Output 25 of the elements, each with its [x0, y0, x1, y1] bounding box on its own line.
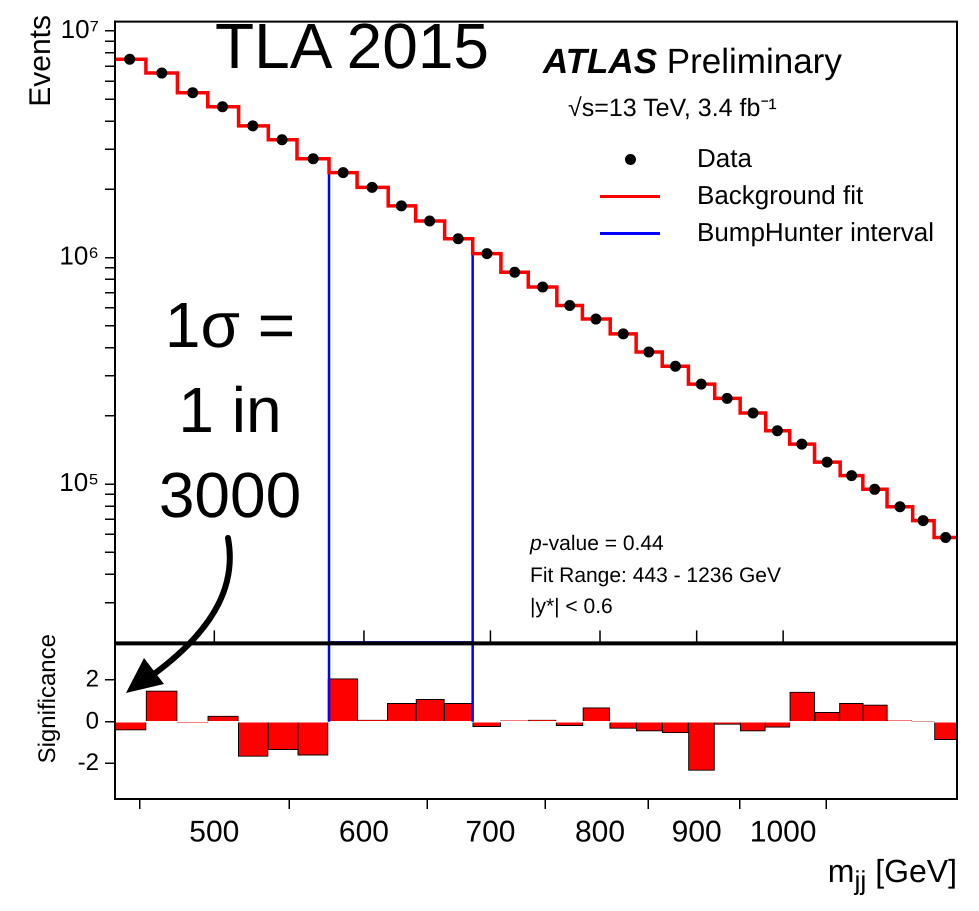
- annotation: 1σ = 1 in 3000: [158, 288, 302, 534]
- y-axis-title: Events: [24, 15, 57, 107]
- y-tick-label: -2: [78, 749, 99, 776]
- y-tick-label: 0: [86, 707, 99, 734]
- y-tick-label: 2: [86, 666, 99, 693]
- x-tick-label: 1000: [750, 815, 817, 848]
- legend-label: BumpHunter interval: [697, 217, 934, 248]
- y-axis-title: Significance: [34, 634, 61, 764]
- legend-label: Background fit: [697, 180, 864, 211]
- x-tick-label: 500: [189, 815, 240, 848]
- x-tick-label: 900: [672, 815, 722, 848]
- annotation: TLA 2015: [215, 10, 489, 82]
- x-axis-title: m$_{jj}$ [GeV]: [828, 853, 957, 896]
- y-tick-label: 10⁵: [59, 467, 99, 498]
- annotation: √s=13 TeV, 3.4 fb⁻¹: [568, 94, 777, 122]
- legend-label: Data: [697, 143, 752, 174]
- annotation: p-value = 0.44: [530, 532, 664, 555]
- x-tick-label: 600: [338, 815, 389, 848]
- x-tick-label: 700: [465, 815, 516, 848]
- annotation: Fit Range: 443 - 1236 GeV: [530, 564, 781, 587]
- annotation: |y*| < 0.6: [530, 595, 613, 618]
- y-tick-label: 10⁷: [60, 14, 99, 44]
- x-tick-label: 800: [574, 815, 626, 848]
- annotation: ATLAS Preliminary: [543, 42, 842, 81]
- y-tick-label: 10⁶: [59, 240, 99, 271]
